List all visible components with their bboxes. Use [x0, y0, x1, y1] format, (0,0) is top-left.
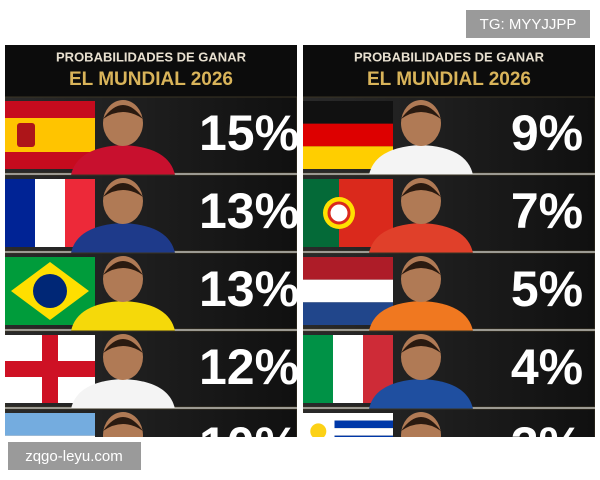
player-hair — [401, 183, 441, 197]
player-hair — [401, 417, 441, 431]
player-torso — [369, 379, 473, 409]
player-torso — [369, 145, 473, 175]
panel: PROBABILIDADES DE GANAR EL MUNDIAL 2026 15… — [5, 45, 299, 473]
percent: 5% — [511, 261, 583, 317]
player-hair — [401, 339, 441, 353]
player-hair — [401, 105, 441, 119]
flag-stripe — [35, 179, 65, 247]
flag-stripe — [303, 257, 393, 280]
flag-stripe — [303, 279, 393, 303]
flag-stripe — [333, 335, 363, 403]
flag-stripe — [303, 443, 393, 451]
flag-stripe — [5, 413, 95, 436]
flag-stripe — [303, 302, 393, 325]
percent: 15% — [199, 105, 299, 161]
flag-stripe — [303, 146, 393, 169]
percent: 13% — [199, 183, 299, 239]
player-hair — [103, 417, 143, 431]
flag-stripe — [303, 413, 393, 421]
player-torso — [369, 223, 473, 253]
player-hair — [103, 261, 143, 275]
flag-stripe — [303, 473, 393, 480]
watermark: zqgo-leyu.com — [25, 448, 123, 465]
flag-emblem — [327, 201, 351, 225]
flag-cross — [5, 361, 95, 377]
player-torso — [369, 301, 473, 331]
flag-sun — [310, 423, 327, 437]
percent: 12% — [199, 339, 299, 395]
flag-stripe — [5, 101, 95, 118]
player-hair — [103, 339, 143, 353]
watermark-box — [466, 10, 590, 38]
percent: 13% — [199, 261, 299, 317]
title-line: PROBABILIDADES DE GANAR — [56, 49, 247, 64]
player-head — [401, 412, 441, 437]
player-torso — [71, 223, 175, 253]
percent: 10% — [199, 417, 299, 473]
flag-stripe — [5, 435, 95, 437]
percent: 3% — [511, 417, 583, 473]
panel-header — [5, 45, 297, 97]
flag-stripe — [303, 123, 393, 147]
flag-stripe — [303, 451, 393, 459]
player-head — [103, 412, 143, 437]
flag-stripe — [303, 435, 393, 437]
watermark: TG: MYYJJPP — [480, 16, 577, 33]
player-torso — [71, 301, 175, 331]
flag-stripe — [303, 458, 393, 466]
title-line: PROBABILIDADES DE GANAR — [354, 49, 545, 64]
percent: 4% — [511, 339, 583, 395]
flag-stripe — [303, 466, 393, 474]
player-torso — [369, 457, 473, 480]
flag-stripe — [303, 428, 393, 436]
flag-stripe — [303, 335, 333, 403]
flag-globe — [33, 274, 67, 308]
flag-stripe — [5, 179, 35, 247]
player-hair — [103, 183, 143, 197]
player-torso — [71, 145, 175, 175]
flag-stripe — [303, 101, 393, 124]
percent: 7% — [511, 183, 583, 239]
title-line: EL MUNDIAL 2026 — [69, 69, 233, 90]
flag-emblem — [17, 123, 35, 147]
panel: PROBABILIDADES DE GANAR EL MUNDIAL 2026 9%… — [303, 45, 595, 480]
player-torso — [71, 379, 175, 409]
flag-stripe — [5, 152, 95, 169]
percent: 9% — [511, 105, 583, 161]
panel-header — [303, 45, 595, 97]
player-hair — [103, 105, 143, 119]
watermark-box — [8, 442, 141, 470]
title-line: EL MUNDIAL 2026 — [367, 69, 531, 90]
flag-stripe — [303, 420, 393, 429]
player-hair — [401, 261, 441, 275]
